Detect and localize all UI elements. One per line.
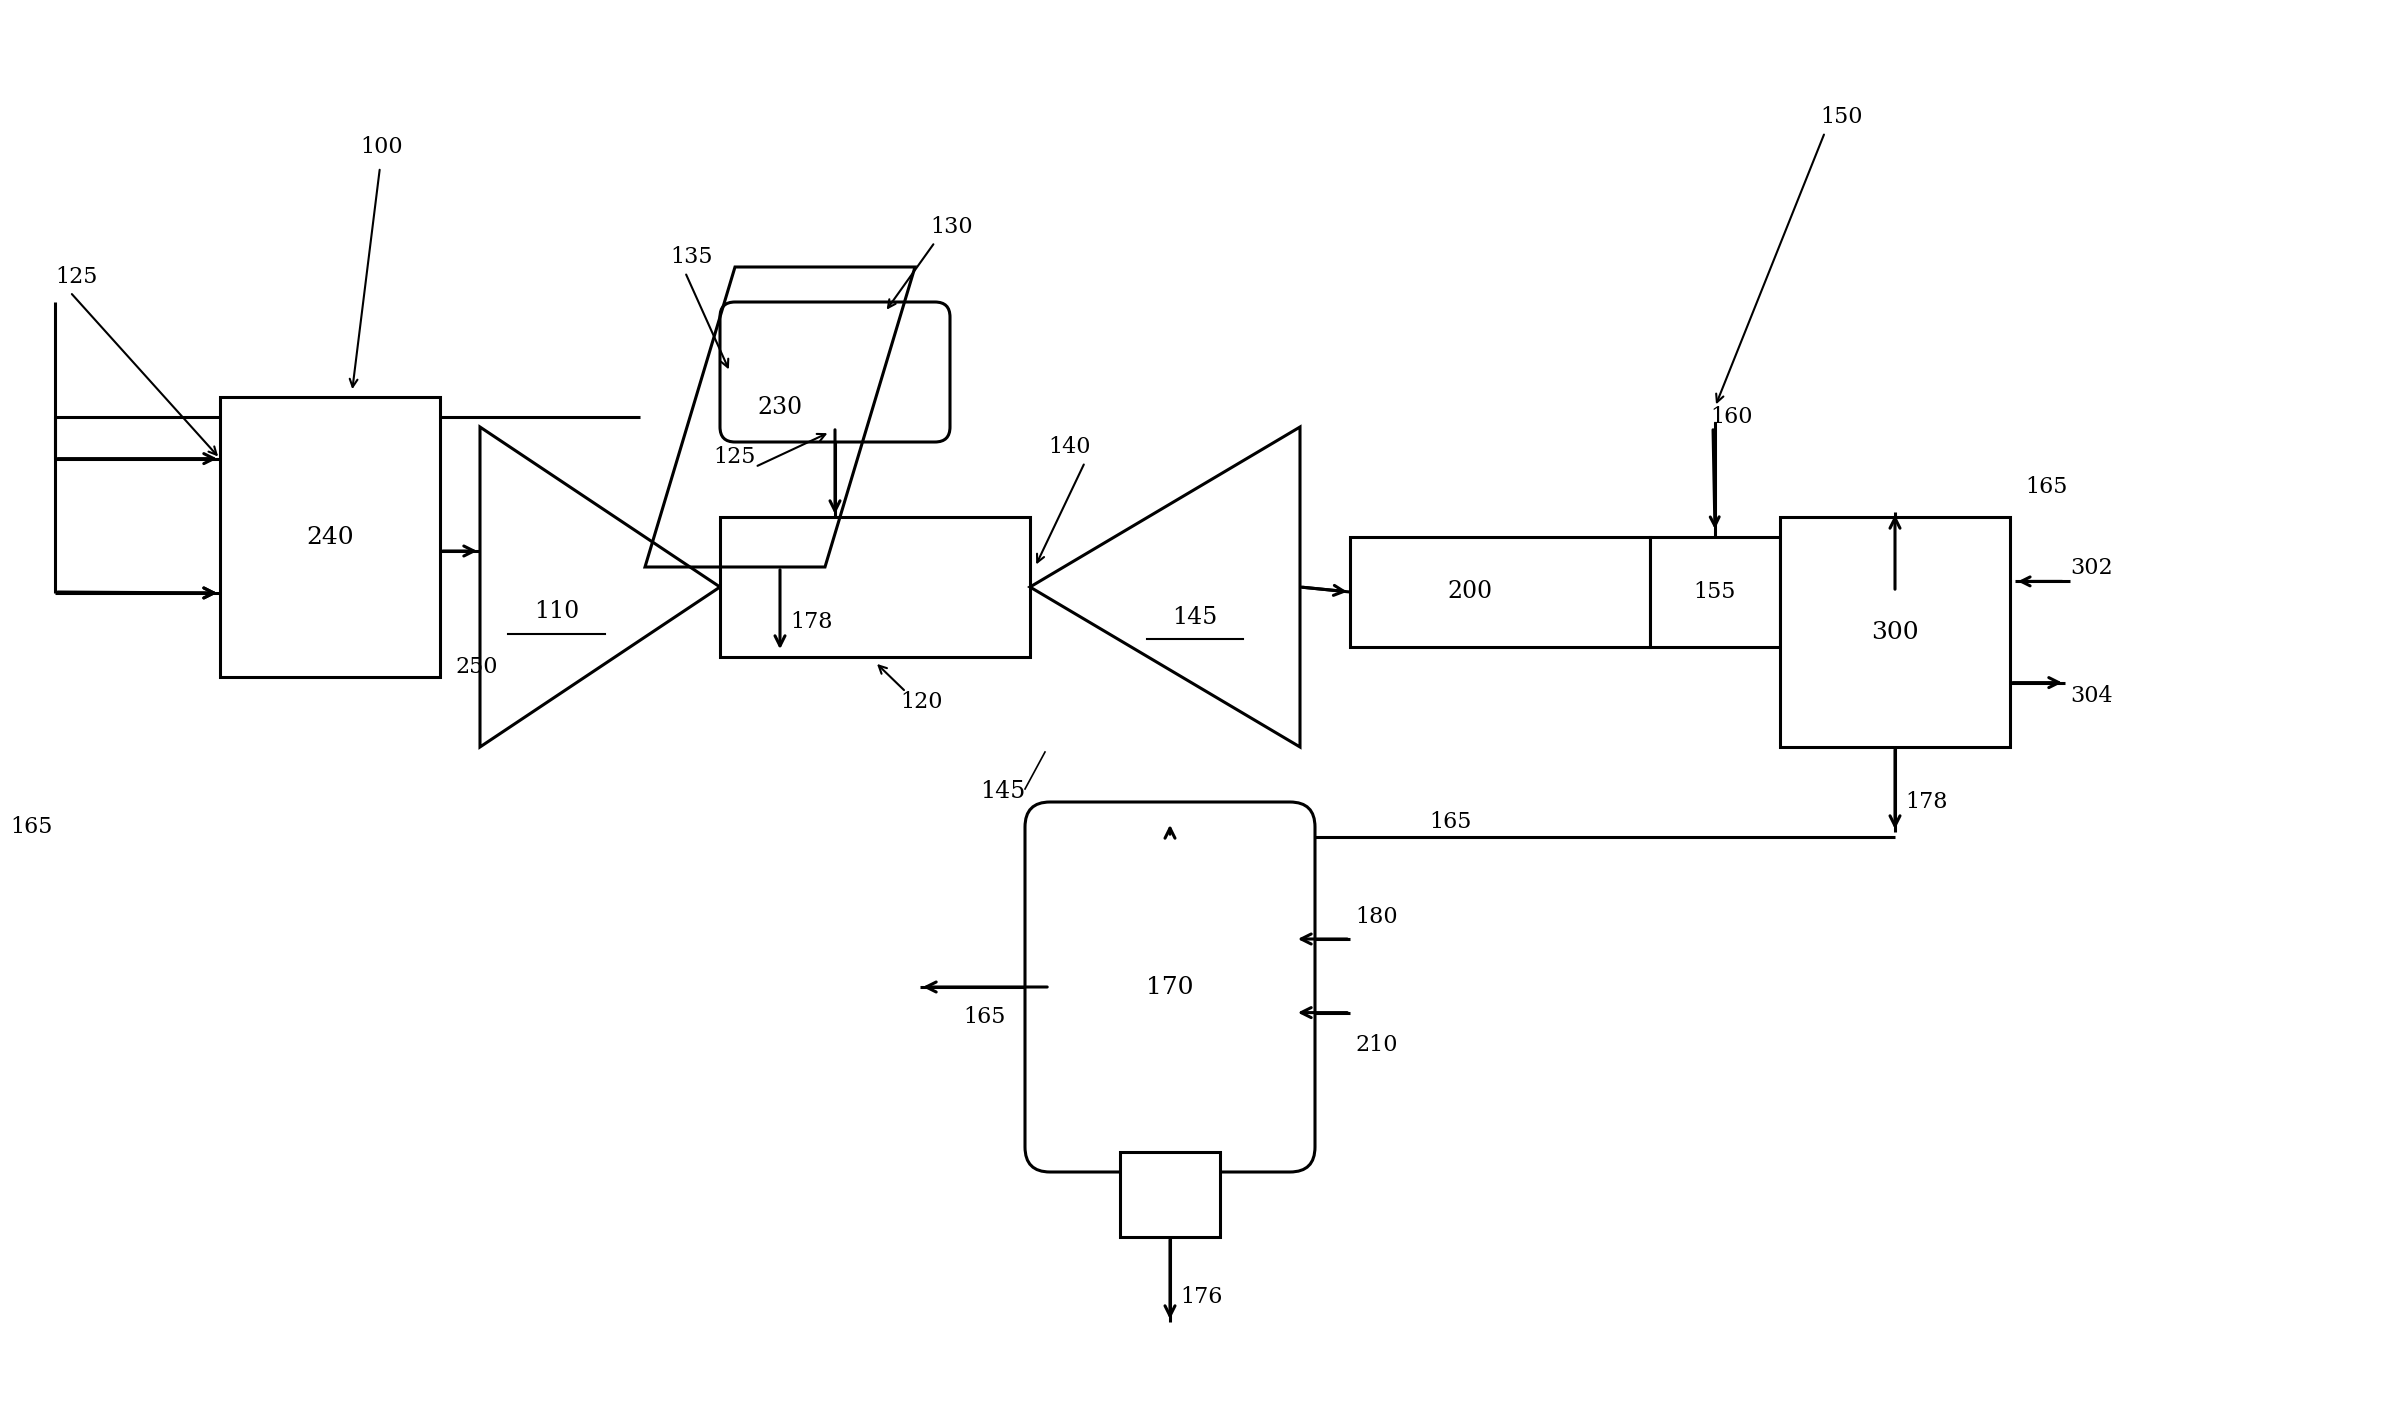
Text: 120: 120 bbox=[900, 691, 942, 714]
Text: 110: 110 bbox=[534, 601, 580, 624]
Bar bbox=[721, 517, 1031, 656]
Bar bbox=[1119, 1152, 1219, 1237]
Text: 140: 140 bbox=[1050, 437, 1090, 458]
Bar bbox=[1651, 537, 1780, 646]
Text: 150: 150 bbox=[1821, 106, 1863, 128]
Text: 178: 178 bbox=[1904, 791, 1947, 813]
Text: 165: 165 bbox=[964, 1006, 1007, 1027]
Text: 155: 155 bbox=[1694, 581, 1737, 604]
Text: 165: 165 bbox=[2026, 477, 2066, 498]
Text: 302: 302 bbox=[2071, 557, 2112, 578]
Text: 176: 176 bbox=[1181, 1286, 1222, 1309]
Text: 250: 250 bbox=[456, 656, 499, 678]
Text: 165: 165 bbox=[1429, 811, 1472, 833]
Text: 135: 135 bbox=[670, 245, 713, 268]
FancyBboxPatch shape bbox=[1026, 802, 1315, 1172]
Bar bbox=[1350, 537, 1651, 646]
Text: 160: 160 bbox=[1711, 407, 1751, 428]
Text: 210: 210 bbox=[1355, 1035, 1398, 1056]
Text: 125: 125 bbox=[55, 265, 98, 288]
Bar bbox=[1780, 517, 2009, 746]
Text: 230: 230 bbox=[756, 395, 802, 418]
Text: 100: 100 bbox=[360, 136, 403, 158]
Text: 240: 240 bbox=[305, 525, 353, 548]
Text: 125: 125 bbox=[713, 447, 756, 468]
Text: 304: 304 bbox=[2071, 685, 2112, 708]
Text: 130: 130 bbox=[931, 215, 973, 238]
Text: 145: 145 bbox=[981, 781, 1026, 803]
Bar bbox=[220, 397, 439, 676]
Text: 180: 180 bbox=[1355, 906, 1398, 928]
FancyBboxPatch shape bbox=[721, 303, 950, 442]
Text: 165: 165 bbox=[10, 816, 52, 838]
Text: 170: 170 bbox=[1145, 976, 1193, 999]
Text: 178: 178 bbox=[790, 611, 833, 634]
Text: 200: 200 bbox=[1448, 581, 1494, 604]
Text: 145: 145 bbox=[1172, 605, 1217, 628]
Text: 300: 300 bbox=[1871, 621, 1918, 644]
